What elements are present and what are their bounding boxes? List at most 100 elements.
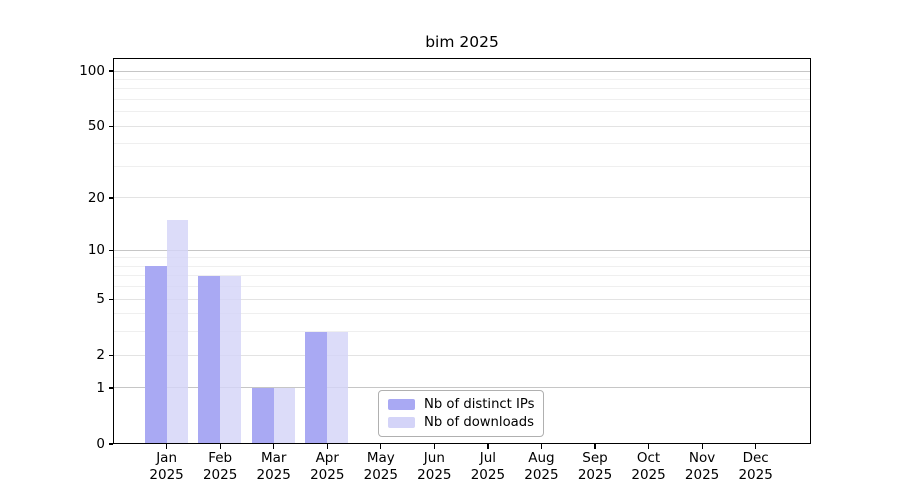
gridline-minor-9 [113,257,811,259]
x-tick-year-nov: 2025 [684,467,720,483]
x-tick-month-nov: Nov [688,450,716,466]
bar-downloads-apr [327,331,349,444]
x-tick-year-aug: 2025 [524,467,559,483]
legend-swatch-downloads [388,416,415,428]
x-tick-label-aug: Aug 2025 [509,450,573,484]
y-tick-2 [108,354,113,356]
x-tick-nov [701,444,703,449]
x-tick-label-sep: Sep 2025 [563,450,627,484]
gridline-minor-80 [113,88,811,90]
bar-distinct-ips-mar [251,387,274,444]
y-tick-label-20: 20 [87,189,105,206]
bar-distinct-ips-apr [305,331,328,444]
x-tick-month-jul: Jul [479,450,497,466]
x-tick-month-jan: Jan [156,450,177,466]
y-tick-label-100: 100 [79,63,105,79]
x-tick-may [380,444,382,449]
gridline-minor-7 [113,275,811,277]
x-tick-year-apr: 2025 [310,467,345,483]
x-tick-apr [326,444,328,449]
x-tick-month-mar: Mar [260,450,287,466]
chart-title: bim 2025 [425,33,499,51]
y-tick-10 [108,249,113,251]
x-tick-label-oct: Oct 2025 [617,450,681,484]
x-tick-month-dec: Dec [742,450,769,466]
x-tick-year-feb: 2025 [202,467,238,483]
bar-downloads-mar [273,387,295,444]
x-tick-feb [219,444,221,449]
legend-label-downloads: Nb of downloads [424,414,534,430]
x-tick-jun [433,444,436,449]
legend: Nb of distinct IPs Nb of downloads [378,390,544,437]
x-tick-year-mar: 2025 [256,467,291,483]
x-tick-year-oct: 2025 [631,467,666,483]
y-tick-label-1: 1 [96,379,105,396]
gridline-50 [113,125,811,127]
x-tick-month-sep: Sep [582,450,608,466]
x-tick-jul [487,444,489,449]
x-tick-year-sep: 2025 [577,467,613,483]
x-tick-month-may: May [366,450,395,466]
gridline-5 [113,298,811,300]
x-tick-year-jul: 2025 [470,467,506,483]
x-tick-mar [273,444,275,449]
plot-area [113,58,811,444]
gridline-2 [113,354,811,356]
x-tick-label-dec: Dec 2025 [724,450,788,484]
x-tick-month-apr: Apr [315,450,339,466]
x-tick-label-apr: Apr 2025 [295,450,359,484]
x-tick-year-dec: 2025 [738,467,773,483]
bar-downloads-jan [166,219,188,444]
gridline-minor-70 [113,98,811,100]
y-tick-20 [108,197,113,199]
gridline-100 [113,70,811,72]
x-tick-label-feb: Feb 2025 [188,450,252,484]
x-tick-month-oct: Oct [636,450,661,466]
x-tick-dec [755,444,757,449]
x-tick-label-mar: Mar 2025 [242,450,306,484]
y-tick-1 [108,387,113,389]
gridline-10 [113,249,811,251]
gridline-minor-6 [113,286,811,288]
y-tick-0 [108,443,113,445]
gridline-minor-40 [113,143,811,145]
x-tick-year-jan: 2025 [149,467,184,483]
legend-item-distinct-ips: Nb of distinct IPs [388,397,535,413]
gridline-minor-90 [113,78,811,80]
x-tick-label-jun: Jun 2025 [402,450,466,484]
x-tick-label-jul: Jul 2025 [456,450,520,484]
legend-label-distinct-ips: Nb of distinct IPs [424,397,535,413]
gridline-minor-8 [113,265,811,267]
gridline-1 [113,387,811,389]
gridline-minor-60 [113,111,811,113]
x-tick-label-may: May 2025 [349,450,413,484]
legend-swatch-distinct-ips [388,399,415,411]
y-tick-label-50: 50 [87,118,105,135]
y-tick-label-10: 10 [87,242,105,259]
gridline-minor-30 [113,165,811,167]
y-tick-50 [108,125,113,127]
bar-distinct-ips-feb [198,275,221,444]
x-tick-jan [166,444,168,449]
y-tick-5 [108,298,113,300]
bar-downloads-feb [220,275,242,444]
x-tick-month-aug: Aug [528,450,555,466]
x-tick-month-jun: Jun [423,450,445,466]
y-tick-100 [108,70,113,72]
gridline-minor-4 [113,313,811,315]
y-tick-label-0: 0 [96,436,105,452]
y-tick-label-2: 2 [96,347,105,364]
x-tick-month-feb: Feb [208,450,233,466]
x-tick-year-may: 2025 [363,467,398,483]
y-tick-label-5: 5 [96,291,105,308]
x-tick-label-nov: Nov 2025 [670,450,734,484]
gridline-minor-3 [113,331,811,333]
x-tick-label-jan: Jan 2025 [135,450,199,484]
x-tick-sep [594,444,596,449]
x-tick-oct [647,444,650,449]
x-tick-year-jun: 2025 [417,467,452,483]
legend-item-downloads: Nb of downloads [388,415,534,430]
gridline-20 [113,197,811,199]
x-tick-aug [540,444,543,449]
